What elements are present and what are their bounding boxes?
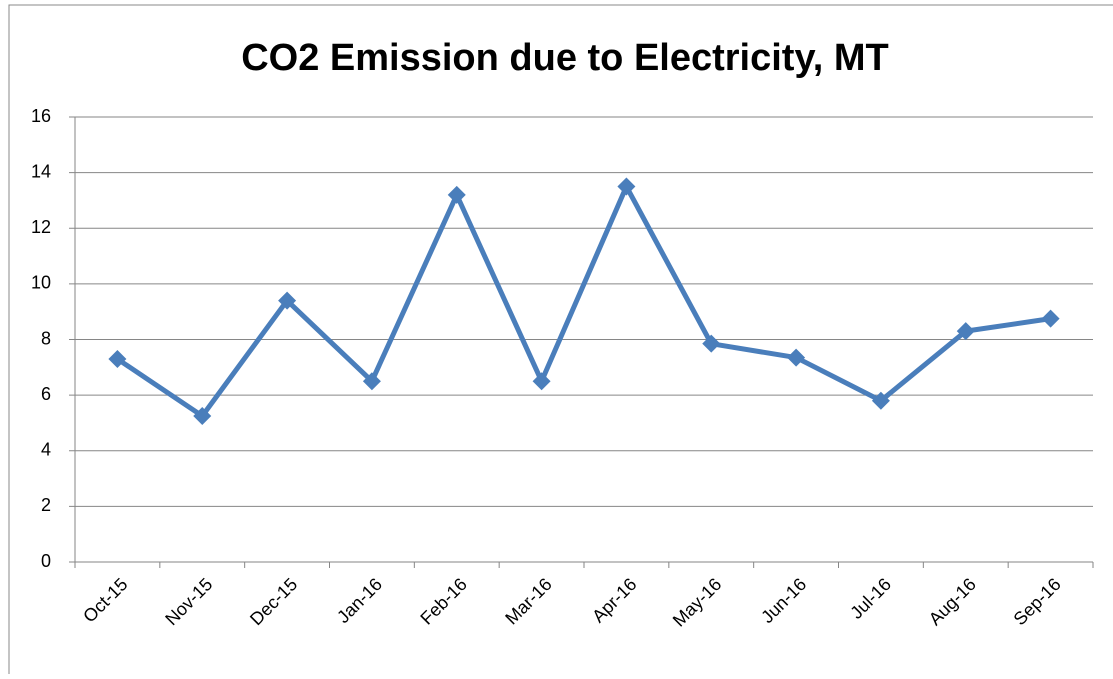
x-tick-label: Mar-16	[501, 574, 555, 628]
chart-title: CO2 Emission due to Electricity, MT	[241, 37, 889, 79]
marker	[532, 372, 551, 391]
x-tick-label: Dec-15	[246, 574, 301, 629]
y-tick-label: 0	[41, 551, 51, 571]
x-tick-label: Feb-16	[416, 574, 470, 628]
y-tick-label: 6	[41, 384, 51, 404]
line	[116, 184, 1051, 419]
x-tick-label: Aug-16	[925, 574, 980, 629]
marker	[702, 334, 721, 353]
x-tick-label: May-16	[669, 574, 726, 631]
x-tick-label: Oct-15	[79, 574, 131, 626]
y-tick-label: 8	[41, 328, 51, 348]
marker	[193, 406, 212, 425]
marker	[871, 391, 890, 410]
x-tick-label: Jun-16	[757, 574, 810, 627]
chart-border	[8, 4, 1113, 674]
y-tick-label: 2	[41, 495, 51, 515]
y-tick-label: 14	[31, 161, 51, 181]
marker	[108, 349, 127, 368]
x-tick-label: Apr-16	[588, 574, 640, 626]
marker	[447, 185, 466, 204]
x-tick-label: Nov-15	[161, 574, 216, 629]
x-tick-label: Sep-16	[1010, 574, 1065, 629]
x-tick-label: Jul-16	[846, 574, 895, 623]
marker	[787, 348, 806, 367]
marker	[956, 322, 975, 341]
y-tick-label: 10	[31, 273, 51, 293]
y-tick-label: 4	[41, 440, 51, 460]
marker	[362, 372, 381, 391]
y-tick-label: 16	[31, 106, 51, 126]
y-tick-label: 12	[31, 217, 51, 237]
x-tick-label: Jan-16	[333, 574, 386, 627]
marker	[278, 291, 297, 310]
marker	[1041, 309, 1060, 328]
marker	[617, 177, 636, 196]
